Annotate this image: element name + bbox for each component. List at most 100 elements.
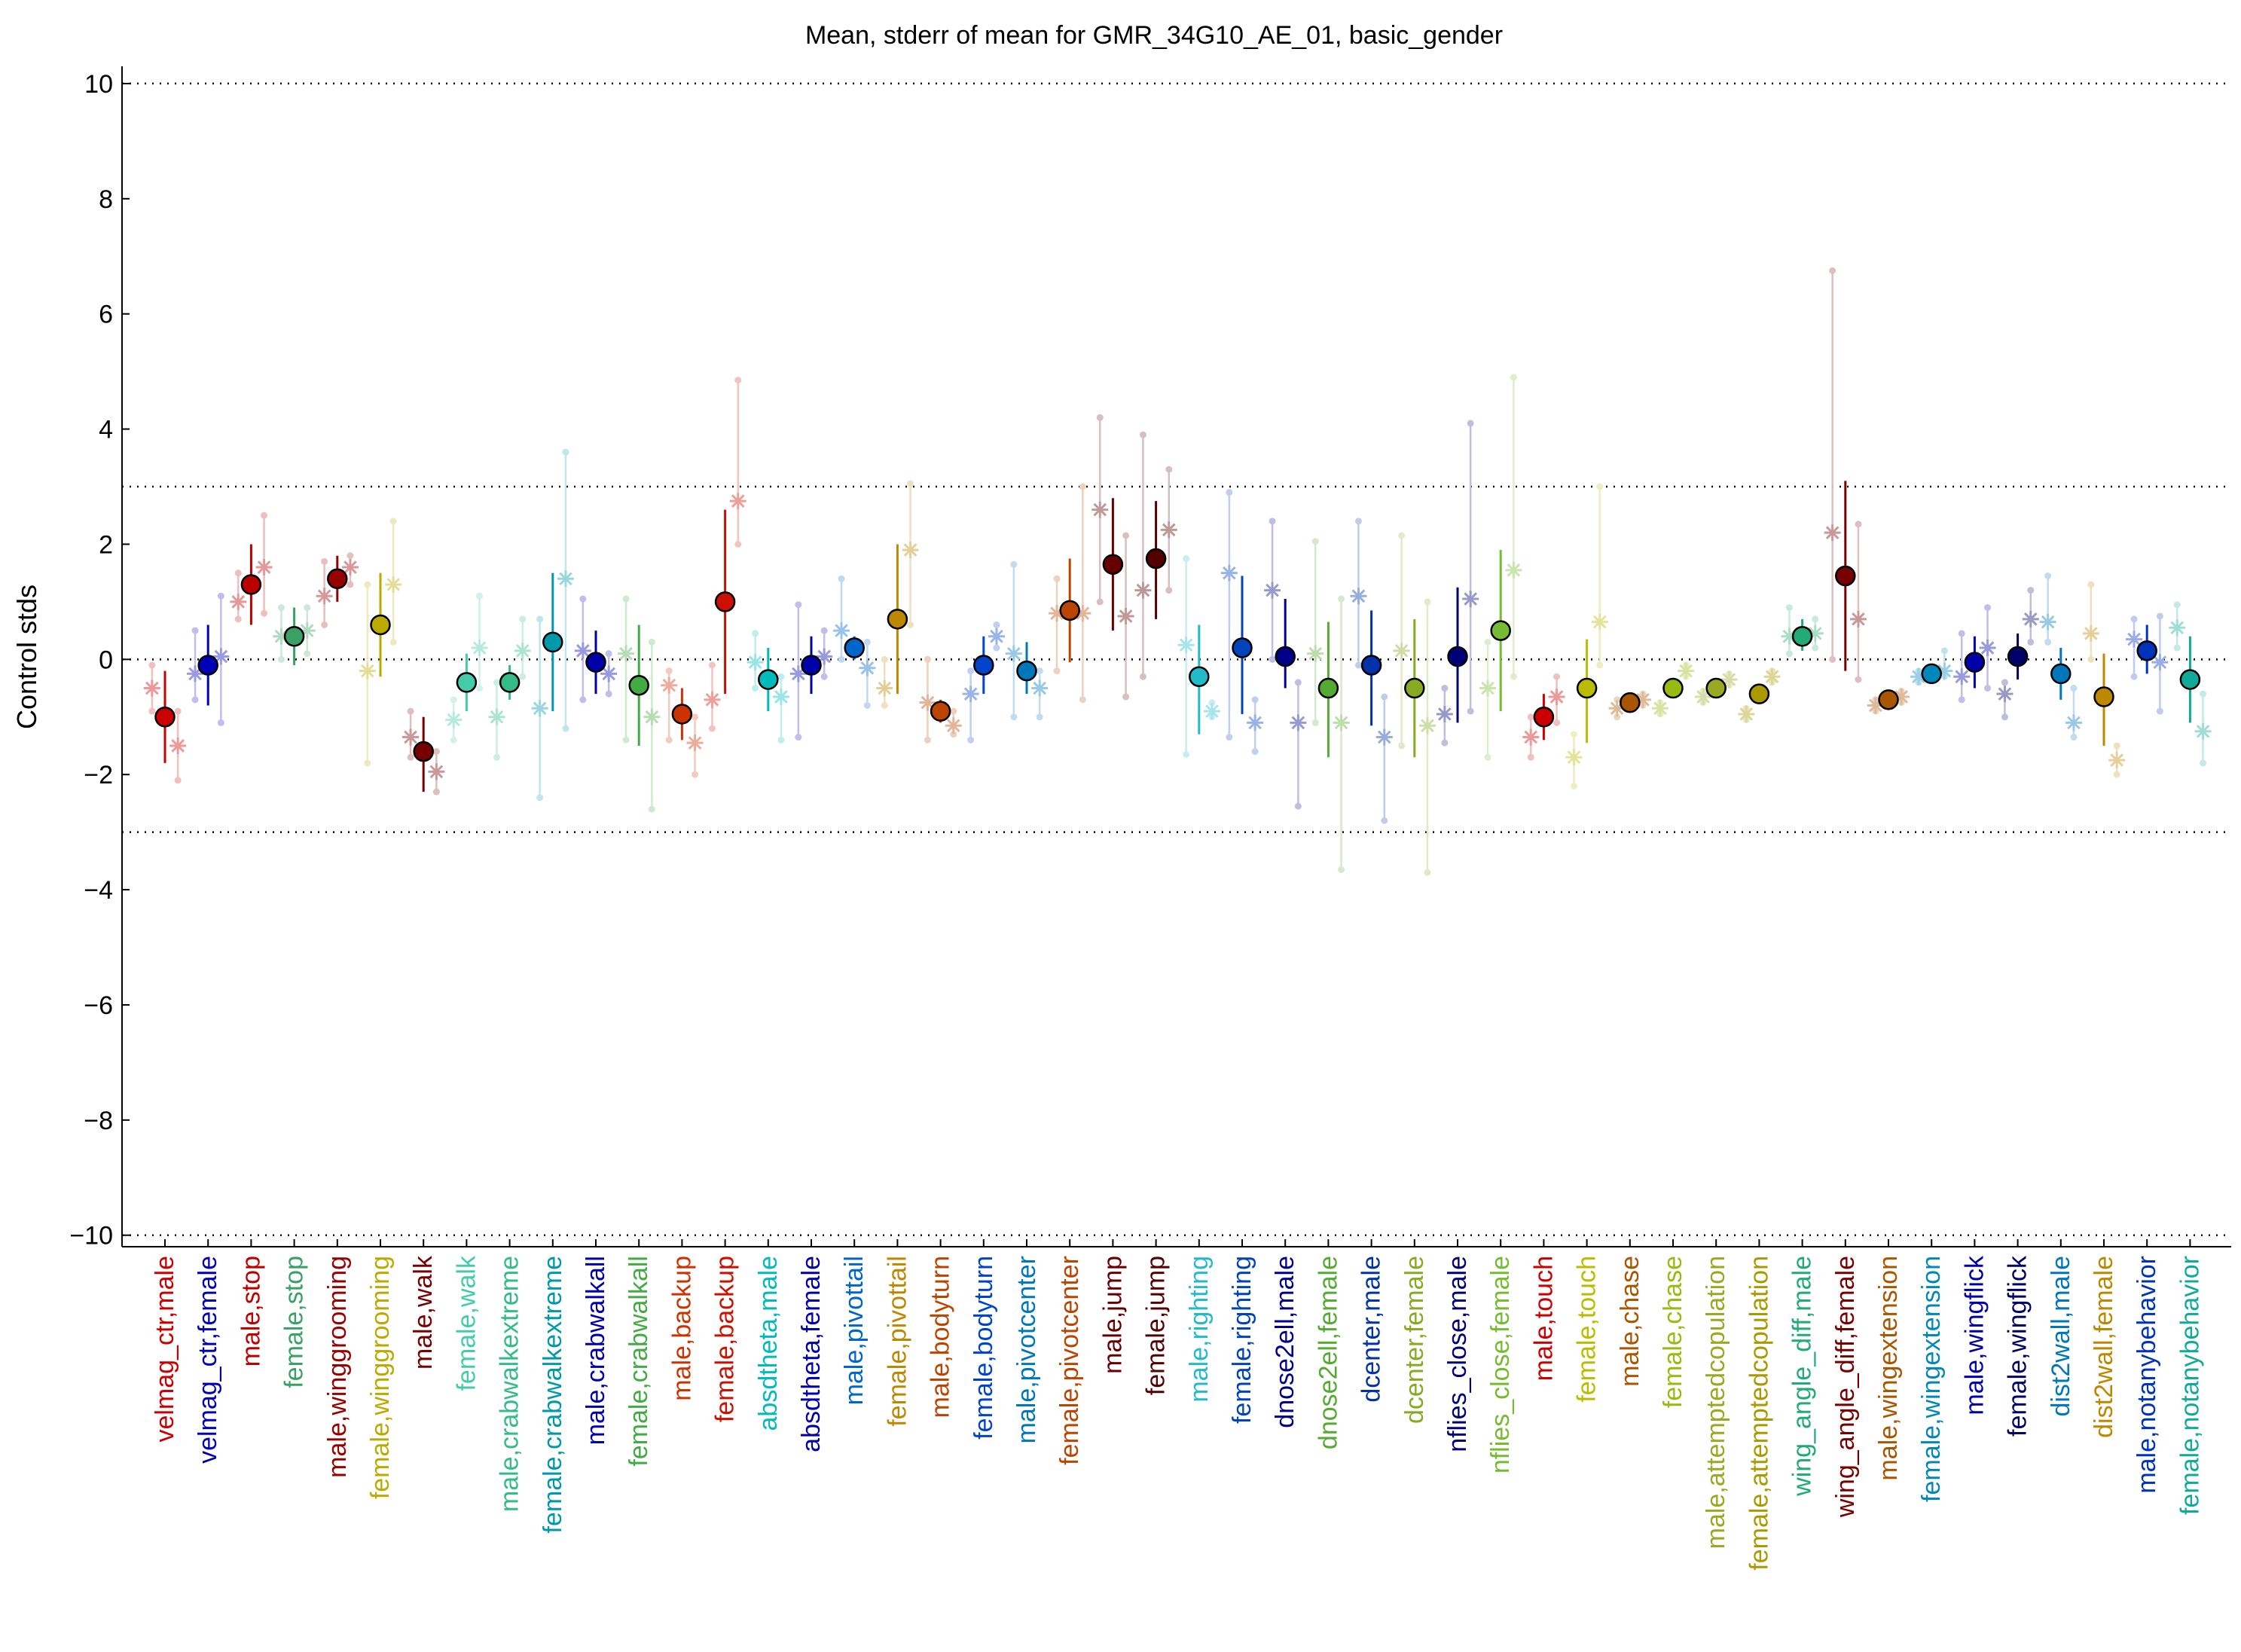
whisker-end-dot <box>519 615 527 623</box>
star-marker <box>169 737 187 754</box>
x-tick-label: male,crabwalkextreme <box>496 1256 524 1512</box>
star-marker <box>833 622 850 640</box>
mean-marker <box>758 669 779 690</box>
whisker-end-dot <box>777 673 785 680</box>
mean-marker <box>2093 686 2114 707</box>
whisker-end-dot <box>708 725 716 732</box>
mean-marker-layer <box>154 548 2201 762</box>
mean-marker <box>1662 677 1684 699</box>
whisker-end-dot <box>881 701 888 709</box>
whisker-end-dot <box>1053 667 1061 675</box>
whisker-end-dot <box>1338 595 1345 603</box>
y-tick-label: 2 <box>99 530 113 559</box>
star-marker <box>316 588 333 605</box>
whisker-end-dot <box>967 667 975 675</box>
star-marker <box>143 679 160 697</box>
star-marker <box>1264 582 1281 599</box>
x-tick-label: female,winggrooming <box>366 1256 395 1499</box>
whisker-end-dot <box>2027 638 2035 646</box>
whisker-end-dot <box>1269 518 1276 525</box>
x-tick-label: female,jump <box>1142 1256 1171 1395</box>
whisker-end-dot <box>2044 572 2052 579</box>
mean-marker <box>542 631 563 653</box>
whisker-end-dot <box>820 673 828 680</box>
whisker-end-dot <box>2156 612 2163 620</box>
whisker-end-dot <box>1785 604 1793 612</box>
star-marker <box>1134 582 1152 599</box>
star-marker-layer <box>143 493 2212 780</box>
mean-marker <box>801 655 822 676</box>
star-marker <box>962 686 979 703</box>
whisker-end-dot <box>476 685 484 692</box>
mean-marker <box>456 672 478 693</box>
x-tick-label: female,pivotcenter <box>1055 1256 1084 1465</box>
star-marker <box>876 679 893 697</box>
mean-marker <box>1059 600 1080 621</box>
whisker-end-dot <box>1226 734 1233 741</box>
y-tick-label: 0 <box>99 646 113 674</box>
mean-marker <box>2136 640 2157 661</box>
x-tick-label: female,backup <box>711 1256 740 1422</box>
mean-marker <box>1447 646 1468 667</box>
whisker-end-dot <box>1510 374 1517 381</box>
y-tick-label: −6 <box>84 991 113 1020</box>
star-marker <box>488 708 505 725</box>
x-tick-label: male,righting <box>1185 1256 1214 1403</box>
whisker-end-dot <box>1829 655 1836 663</box>
x-tick-label: male,chase <box>1616 1256 1644 1387</box>
mean-marker <box>1145 548 1167 569</box>
whisker-end-dot <box>277 655 285 663</box>
whisker-end-dot <box>692 713 699 721</box>
y-tick-label: 8 <box>99 185 113 214</box>
x-tick-label: nflies_close,male <box>1443 1256 1472 1452</box>
x-tick-label: male,notanybehavior <box>2133 1256 2161 1494</box>
mean-marker <box>930 701 951 722</box>
star-marker <box>1307 645 1324 662</box>
whisker-end-dot <box>1812 644 1819 652</box>
whisker-end-dot <box>1122 532 1130 539</box>
whisker-end-dot <box>2027 587 2035 594</box>
whisker-end-dot <box>605 650 612 658</box>
whisker-end-dot <box>2113 771 2120 778</box>
whisker-end-dot <box>2044 638 2052 646</box>
x-tick-label: absdtheta,female <box>797 1256 826 1452</box>
mean-marker <box>1275 646 1296 667</box>
whisker-end-dot <box>1596 661 1604 669</box>
whisker-end-dot <box>1984 604 1992 612</box>
x-tick-label: male,stop <box>237 1256 265 1366</box>
whisker-end-dot <box>579 595 587 603</box>
x-tick-label: male,pivottail <box>840 1256 869 1405</box>
whisker-end-dot <box>1441 685 1449 692</box>
star-marker <box>1333 714 1350 731</box>
star-marker <box>2151 654 2169 671</box>
whisker-end-dot <box>277 604 285 612</box>
x-tick-label: female,touch <box>1573 1256 1601 1403</box>
whisker-end-dot <box>1096 598 1104 606</box>
mean-marker <box>154 707 176 728</box>
star-marker <box>1953 668 1971 686</box>
mean-marker <box>2179 669 2201 690</box>
x-tick-label: velmag_ctr,female <box>194 1256 222 1464</box>
y-tick-label: 6 <box>99 301 113 329</box>
whisker-end-dot <box>1398 742 1406 750</box>
whisker-end-dot <box>579 696 587 704</box>
whisker-end-dot <box>838 575 845 582</box>
x-tick-label: male,wingflick <box>1960 1255 1989 1415</box>
whisker-end-dot <box>2001 679 2008 686</box>
whisker-end-dot <box>1010 560 1018 568</box>
star-marker <box>1548 689 1565 706</box>
x-tick-label: female,attemptedcopulation <box>1745 1256 1773 1571</box>
star-marker <box>2194 722 2212 740</box>
x-tick-label: male,backup <box>667 1256 696 1401</box>
whisker-end-dot <box>605 690 612 698</box>
star-marker <box>1177 637 1195 654</box>
x-tick-label: female,walk <box>452 1255 481 1391</box>
mean-marker <box>413 740 434 762</box>
x-tick-label: male,wingextension <box>1874 1256 1903 1481</box>
x-tick-label: wing_angle_diff,male <box>1788 1256 1817 1497</box>
whisker-end-dot <box>993 644 1000 652</box>
star-marker <box>230 593 247 610</box>
whisker-end-dot <box>1183 555 1190 563</box>
whisker-end-dot <box>648 805 655 813</box>
whisker-end-dot <box>1338 866 1345 873</box>
